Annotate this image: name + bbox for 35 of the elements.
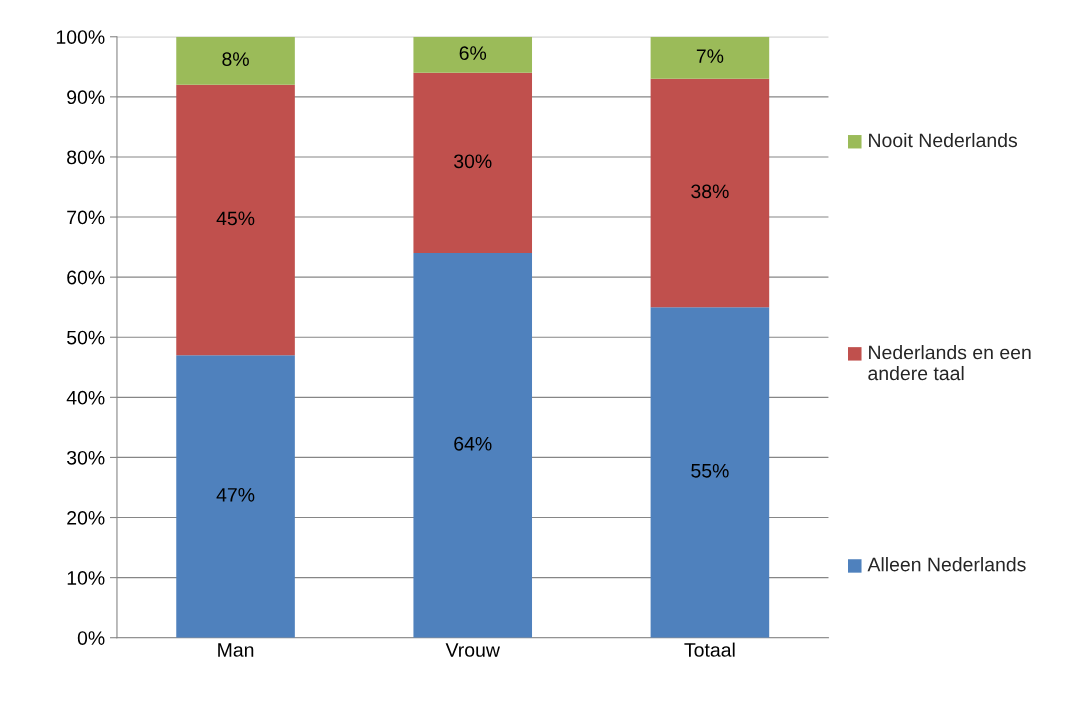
data-label: 47% <box>216 488 255 502</box>
y-tick-label: 60% <box>67 270 105 285</box>
y-tick-label: 50% <box>67 330 105 345</box>
x-tick-label: Totaal <box>684 642 735 657</box>
y-tick-label: 90% <box>67 90 105 105</box>
y-tick-label: 20% <box>67 510 105 525</box>
data-label: 8% <box>222 52 249 67</box>
y-tick-label: 10% <box>67 571 105 585</box>
y-tick-label: 80% <box>67 150 105 165</box>
bar <box>413 253 533 638</box>
x-tick-label: Man <box>218 643 254 657</box>
bar <box>176 84 295 356</box>
legend-label: Alleen Nederlands <box>867 557 1026 572</box>
bar <box>650 36 770 79</box>
data-label: 45% <box>216 211 255 226</box>
data-label: 55% <box>691 463 729 478</box>
data-label: 38% <box>691 184 729 199</box>
y-tick-label: 0% <box>77 631 105 645</box>
bar <box>650 307 770 638</box>
y-tick-label: 100% <box>56 30 105 44</box>
data-label: 6% <box>459 46 487 61</box>
y-tick-label: 70% <box>67 210 105 225</box>
y-tick-label: 30% <box>66 450 105 465</box>
data-label: 7% <box>696 49 724 63</box>
bar <box>650 78 770 308</box>
bar <box>176 36 295 85</box>
data-label: 30% <box>454 154 492 169</box>
x-tick-label: Vrouw <box>445 643 500 657</box>
bar <box>413 36 533 73</box>
bar <box>176 355 295 638</box>
data-label: 64% <box>454 436 492 451</box>
bar <box>413 72 533 254</box>
y-tick-label: 40% <box>66 390 105 405</box>
legend-label: Nederlands en een andere taal <box>868 345 1031 381</box>
legend-label: Nooit Nederlands <box>869 132 1018 148</box>
